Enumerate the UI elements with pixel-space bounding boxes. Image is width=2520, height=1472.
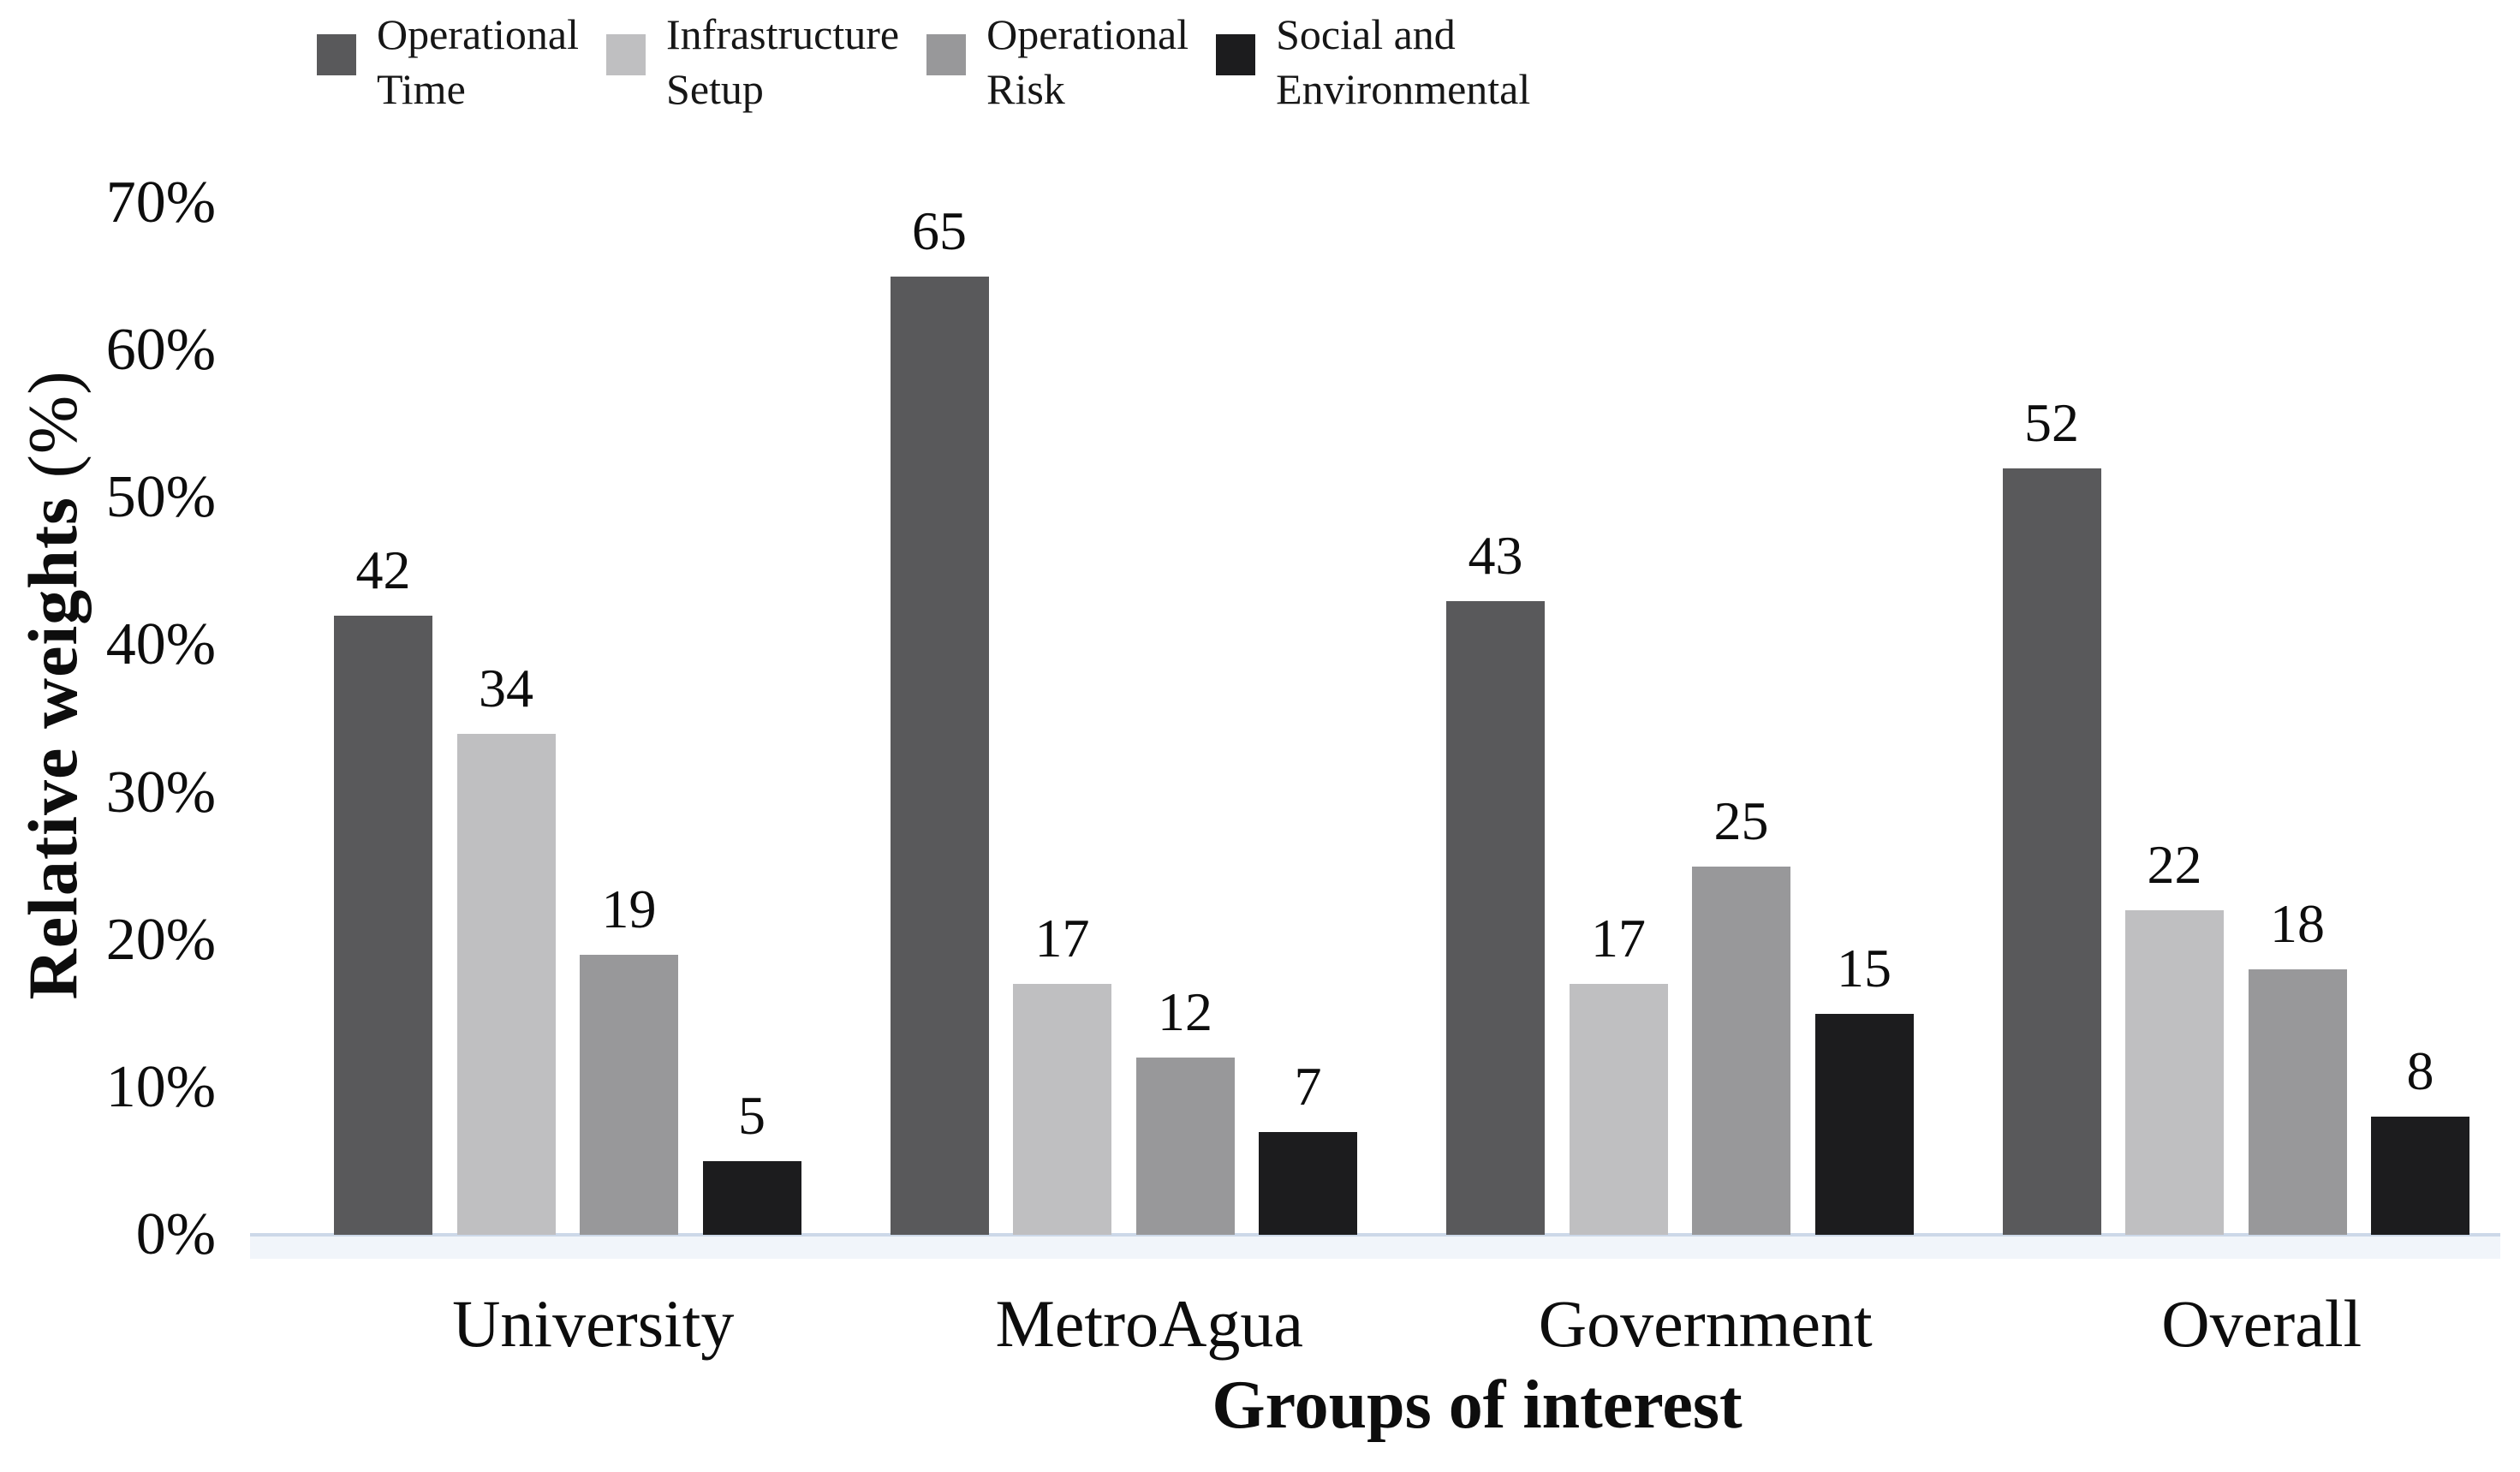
bar-value-label: 22 [2147,834,2202,896]
bar-value-label: 18 [2270,893,2325,955]
bar-value-label: 34 [479,657,533,718]
chart-legend: Operational Time Infrastructure Setup Oper… [317,7,1530,116]
bar [1259,1131,1357,1235]
legend-label: Operational Time [377,10,580,113]
y-tick-label: 60% [105,317,216,384]
legend-swatch-icon [317,34,356,75]
bar-value-label: 7 [1294,1055,1322,1117]
legend-swatch-icon [926,34,967,75]
bar [702,1160,801,1235]
y-tick-label: 40% [105,611,216,678]
bar [2371,1117,2469,1235]
legend-item: Operational Risk [926,7,1189,116]
category-label: University [452,1286,735,1361]
legend-label: Infrastructure Setup [666,10,900,113]
bar [2125,910,2224,1235]
y-tick-label: 30% [105,759,216,825]
y-tick-label: 70% [105,170,216,235]
legend-label: Social and Environmental [1276,10,1531,113]
bar-value-label: 8 [2406,1040,2434,1102]
bar-value-label: 17 [1591,908,1646,969]
bar-value-label: 52 [2024,391,2079,453]
x-axis-baseline [250,1233,2500,1237]
legend-item: Social and Environmental [1216,7,1530,116]
y-tick-label: 20% [105,906,216,973]
bar-value-label: 43 [1468,524,1523,586]
bar [1013,984,1111,1235]
bar [334,616,432,1235]
bar-value-label: 19 [601,878,657,939]
bar [456,733,556,1235]
legend-swatch-icon [1216,34,1256,75]
x-axis-title: Groups of interest [1212,1368,1743,1443]
x-axis-shadow [250,1237,2500,1259]
legend-swatch-icon [606,34,646,75]
bar [890,277,989,1235]
bar [2002,468,2101,1235]
y-tick-label: 0% [135,1201,216,1267]
bar [2248,969,2347,1235]
legend-item: Infrastructure Setup [606,7,899,116]
bar [1692,866,1790,1235]
category-label: Government [1538,1286,1873,1361]
bar-value-label: 17 [1034,908,1090,969]
bar [1135,1058,1235,1235]
bar-value-label: 65 [912,200,967,262]
category-label: Overall [2161,1286,2362,1361]
bar-value-label: 42 [355,539,411,600]
legend-item: Operational Time [317,7,579,116]
category-label: MetroAgua [995,1286,1304,1361]
bar [1569,984,1668,1235]
y-tick-label: 50% [105,464,216,531]
bar [1814,1013,1914,1235]
bar-value-label: 5 [738,1084,766,1146]
legend-label: Operational Risk [986,10,1189,113]
bar-value-label: 25 [1713,790,1769,851]
y-tick-label: 10% [105,1053,216,1120]
bar [1446,600,1545,1235]
bar-value-label: 12 [1158,981,1212,1043]
bar [580,954,678,1235]
bar-value-label: 15 [1837,937,1891,998]
